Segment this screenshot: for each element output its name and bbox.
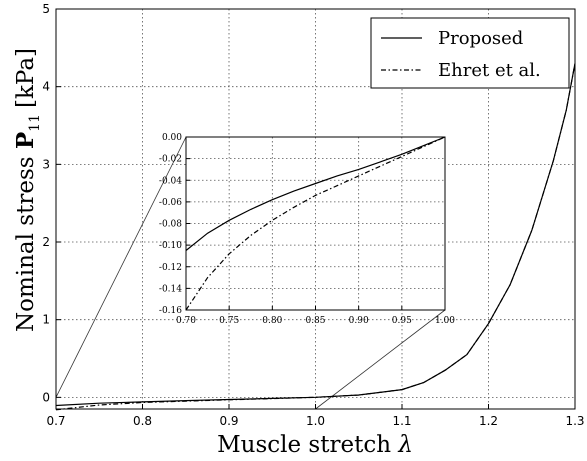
- inset-y-tick-label: -0.12: [159, 263, 182, 273]
- inset-series-line: [185, 136, 446, 251]
- inset-x-tick-label: 1.00: [435, 316, 455, 326]
- y-axis-label: Nominal stress P11 [kPa]: [12, 48, 43, 332]
- main-y-tick-label: 4: [42, 80, 50, 94]
- main-series-line: [55, 63, 576, 411]
- main-x-tick-label: 0.8: [133, 414, 152, 428]
- inset-x-tick-label: 0.70: [176, 316, 196, 326]
- y-axis-label-symbol: P: [12, 132, 39, 149]
- y-axis-label-unit: [kPa]: [13, 48, 39, 108]
- legend-label-ehret: Ehret et al.: [438, 60, 541, 81]
- inset-x-tick-label: 0.90: [349, 316, 369, 326]
- inset-x-tick-label: 0.85: [305, 316, 325, 326]
- inset-y-tick-label: -0.02: [159, 155, 182, 165]
- inset-ticks: 0.70 0.75 0.80 0.85 0.90 0.95 1.00 0.00 -0.02 -0.…: [159, 133, 455, 326]
- legend-box: [370, 17, 570, 89]
- inset-y-tick-label: 0.00: [162, 133, 182, 143]
- x-axis-label-text: Muscle stretch: [217, 432, 391, 458]
- inset-y-tick-label: -0.16: [159, 306, 182, 316]
- main-x-tick-label: 1.1: [392, 414, 411, 428]
- inset-connector-lines: [55, 136, 446, 410]
- main-x-tick-label: 1.3: [565, 414, 584, 428]
- x-axis-label-symbol: λ: [397, 432, 413, 458]
- inset-x-tick-label: 0.75: [219, 316, 239, 326]
- x-axis-label: Muscle stretch λ: [217, 432, 413, 458]
- y-axis-label-subscript: 11: [27, 114, 43, 132]
- inset-y-tick-label: -0.10: [159, 241, 182, 251]
- inset-y-tick-label: -0.04: [159, 176, 182, 186]
- inset-x-tick-label: 0.95: [392, 316, 412, 326]
- main-y-tick-label: 1: [42, 313, 50, 327]
- main-x-tick-label: 1.2: [479, 414, 498, 428]
- legend-label-proposed: Proposed: [438, 28, 523, 49]
- y-axis-label-text: Nominal stress: [13, 156, 39, 332]
- inset-y-tick-label: -0.08: [159, 220, 182, 230]
- inset-series-line: [185, 136, 446, 311]
- main-y-tick-label: 5: [42, 2, 50, 16]
- main-ticks: 0.7 0.8 0.9 1.0 1.1 1.2 1.3 0 1 2 3 4 5: [42, 2, 584, 428]
- main-series: [55, 63, 576, 411]
- main-y-tick-label: 0: [42, 390, 50, 404]
- connector-line-left: [55, 136, 187, 398]
- connector-line-right: [315, 309, 446, 410]
- legend: Proposed Ehret et al.: [370, 17, 570, 89]
- main-x-tick-label: 1.0: [306, 414, 325, 428]
- inset-x-tick-label: 0.80: [262, 316, 282, 326]
- main-y-tick-label: 2: [42, 235, 50, 249]
- main-x-tick-label: 0.7: [46, 414, 65, 428]
- inset-y-tick-label: -0.06: [159, 198, 182, 208]
- inset-axes: 0.70 0.75 0.80 0.85 0.90 0.95 1.00 0.00 -0.02 -0.…: [159, 133, 455, 326]
- main-x-tick-label: 0.9: [219, 414, 238, 428]
- main-y-tick-label: 3: [42, 157, 50, 171]
- inset-y-tick-label: -0.14: [159, 284, 182, 294]
- inset-series: [185, 136, 446, 311]
